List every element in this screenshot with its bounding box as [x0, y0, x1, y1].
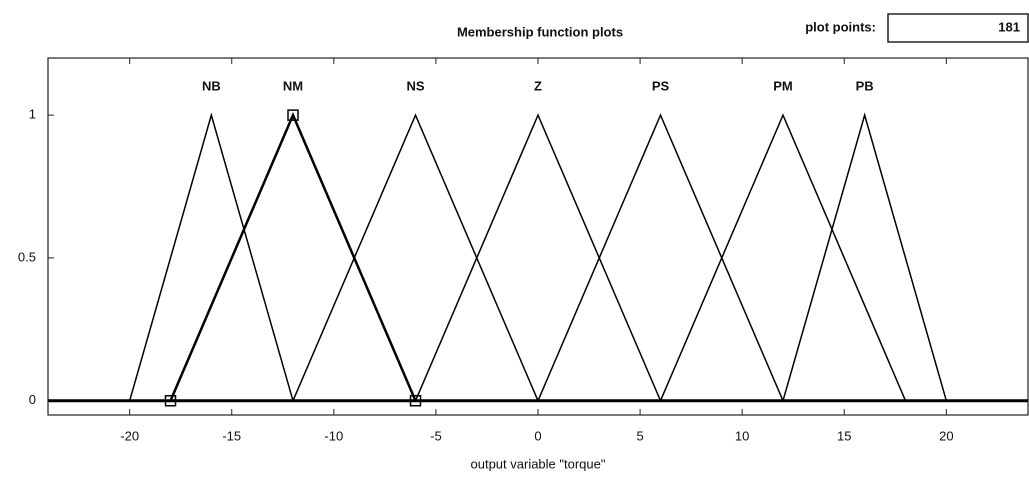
y-tick-label: 0: [29, 392, 36, 407]
chart: Membership function plots plot points: 1…: [0, 0, 1029, 477]
mf-label: PB: [856, 79, 874, 94]
mf-label: PM: [773, 79, 793, 94]
background: [0, 0, 1029, 477]
x-tick-label: -15: [222, 428, 241, 443]
mf-label: NS: [406, 79, 424, 94]
x-axis-label: output variable "torque": [471, 456, 606, 471]
x-tick-label: -5: [430, 428, 442, 443]
mf-label: NM: [283, 79, 303, 94]
y-tick-label: 0.5: [18, 249, 36, 264]
mf-label: Z: [534, 79, 542, 94]
chart-title: Membership function plots: [457, 24, 623, 39]
y-tick-label: 1: [29, 107, 36, 122]
x-tick-label: 15: [837, 428, 851, 443]
x-tick-label: 0: [534, 428, 541, 443]
plot-points-value[interactable]: 181: [998, 19, 1020, 34]
plot-points-label: plot points:: [805, 19, 876, 34]
x-tick-label: 20: [939, 428, 953, 443]
x-tick-label: -20: [120, 428, 139, 443]
x-tick-label: -10: [324, 428, 343, 443]
mf-label: NB: [202, 79, 221, 94]
x-tick-label: 5: [636, 428, 643, 443]
mf-label: PS: [652, 79, 670, 94]
x-tick-label: 10: [735, 428, 749, 443]
